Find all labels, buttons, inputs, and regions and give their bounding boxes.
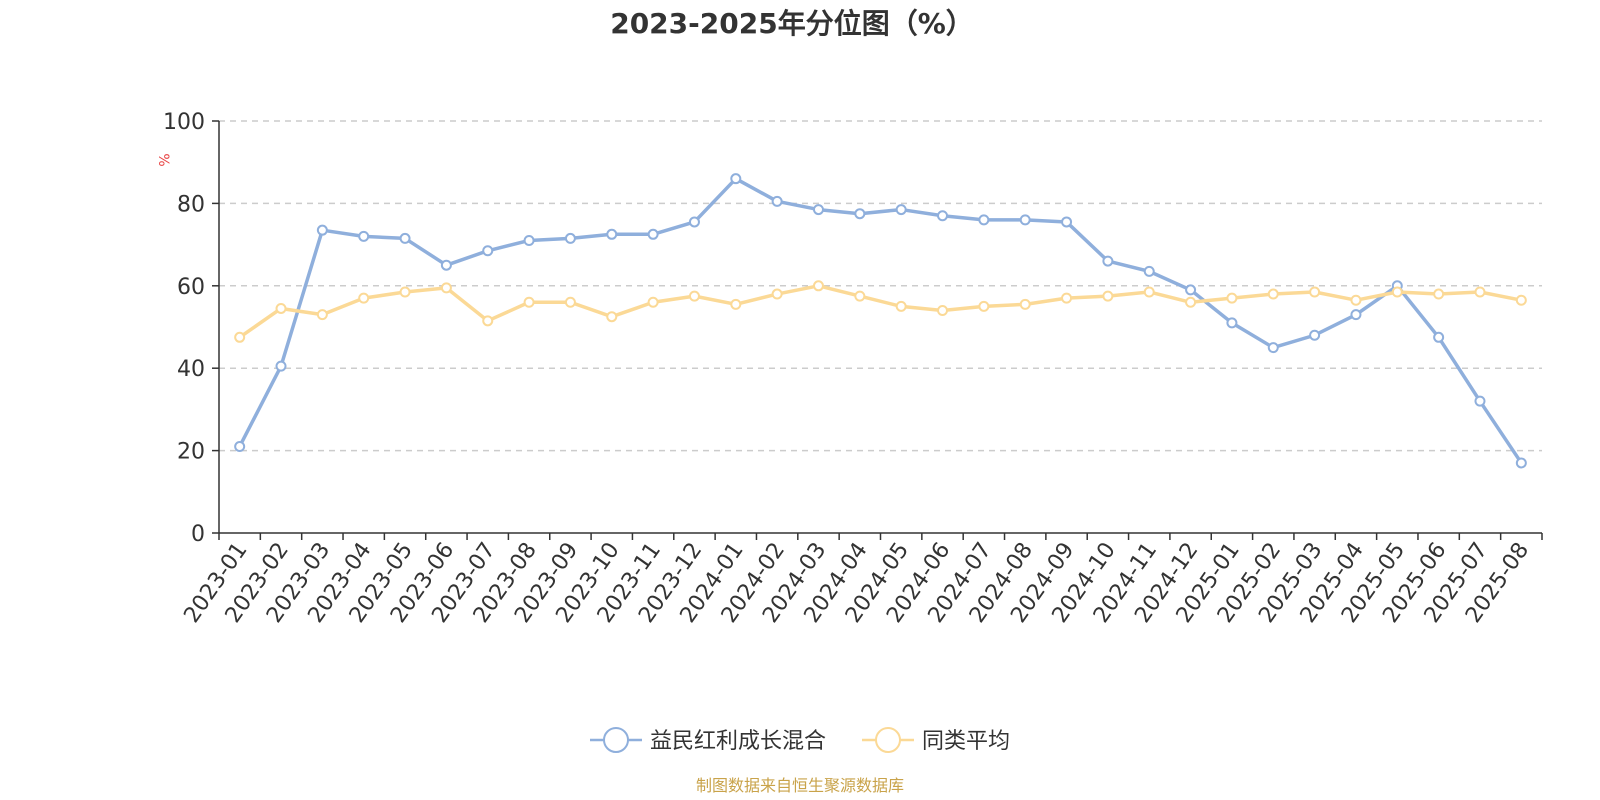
series-1-point[interactable] [564, 232, 576, 244]
series-2-point[interactable] [564, 296, 576, 308]
series-2-point[interactable] [440, 282, 452, 294]
series-1-point[interactable] [895, 204, 907, 216]
series-1-point[interactable] [1309, 329, 1321, 341]
series-2-point[interactable] [316, 309, 328, 321]
gridlines [219, 120, 1542, 452]
y-tick-label: 80 [177, 192, 205, 217]
source-note: 制图数据来自恒生聚源数据库 [696, 776, 904, 795]
series-2-point[interactable] [1226, 292, 1238, 304]
series-2-point[interactable] [937, 305, 949, 317]
series-1-point[interactable] [854, 208, 866, 220]
series-2-point[interactable] [482, 315, 494, 327]
series-2-point[interactable] [1267, 288, 1279, 300]
series-2-point[interactable] [358, 292, 370, 304]
series-1-point[interactable] [1143, 265, 1155, 277]
series-1-point[interactable] [1515, 457, 1527, 469]
series-2-point[interactable] [1061, 292, 1073, 304]
series-1-point[interactable] [937, 210, 949, 222]
series-2-point[interactable] [688, 290, 700, 302]
series-2-point[interactable] [812, 280, 824, 292]
series-1-point[interactable] [234, 440, 246, 452]
series-1-point[interactable] [1474, 395, 1486, 407]
series-2-point[interactable] [978, 300, 990, 312]
series-1-point[interactable] [1061, 216, 1073, 228]
series-1-point[interactable] [606, 228, 618, 240]
series-2-point[interactable] [1350, 294, 1362, 306]
legend-item-2[interactable]: 同类平均 [862, 727, 1010, 754]
x-tick-labels: 2023-012023-022023-032023-042023-052023-… [179, 538, 1534, 628]
series-2-point[interactable] [399, 286, 411, 298]
series-2-point[interactable] [1433, 288, 1445, 300]
series-2-point[interactable] [1515, 294, 1527, 306]
series-2-point[interactable] [1474, 286, 1486, 298]
legend[interactable]: 益民红利成长混合 同类平均 [590, 727, 1010, 754]
series-1-point[interactable] [688, 216, 700, 228]
series-line-2 [238, 284, 1522, 339]
series-2-point[interactable] [275, 302, 287, 314]
series-1-point[interactable] [771, 195, 783, 207]
series-2-point[interactable] [1143, 286, 1155, 298]
series-1-point[interactable] [1102, 255, 1114, 267]
series-1-point[interactable] [730, 173, 742, 185]
series-1-point[interactable] [978, 214, 990, 226]
y-tick-label: 0 [191, 522, 205, 547]
legend-marker [875, 727, 901, 753]
series-2-point[interactable] [647, 296, 659, 308]
series-1-point[interactable] [1433, 331, 1445, 343]
series-2-point[interactable] [771, 288, 783, 300]
chart-title: 2023-2025年分位图（%） [610, 7, 974, 40]
series-2-point[interactable] [1185, 296, 1197, 308]
y-tick-label: 20 [177, 440, 205, 465]
y-tick-label: 100 [163, 110, 205, 135]
series-2-point[interactable] [234, 331, 246, 343]
series-1-point[interactable] [482, 245, 494, 257]
series-2-point[interactable] [1391, 286, 1403, 298]
series-1-point[interactable] [440, 259, 452, 271]
legend-label: 同类平均 [922, 729, 1010, 754]
y-tick-label: 40 [177, 357, 205, 382]
series-1-point[interactable] [1019, 214, 1031, 226]
series-2-point[interactable] [606, 311, 618, 323]
legend-label: 益民红利成长混合 [650, 729, 826, 754]
series-2-point[interactable] [895, 300, 907, 312]
series-1-point[interactable] [399, 232, 411, 244]
legend-item-1[interactable]: 益民红利成长混合 [590, 727, 826, 754]
series-2-point[interactable] [854, 290, 866, 302]
axes [212, 120, 1543, 540]
series-2-point[interactable] [523, 296, 535, 308]
series-1-point[interactable] [1350, 309, 1362, 321]
series-1-point[interactable] [358, 230, 370, 242]
y-axis-unit-label: % [155, 153, 171, 166]
series-2-point[interactable] [1019, 298, 1031, 310]
series-lines [234, 173, 1527, 469]
series-1-point[interactable] [1267, 342, 1279, 354]
series-1-point[interactable] [1226, 317, 1238, 329]
series-1-point[interactable] [812, 204, 824, 216]
series-1-point[interactable] [523, 234, 535, 246]
y-tick-label: 60 [177, 275, 205, 300]
series-1-point[interactable] [1185, 284, 1197, 296]
series-line-1 [238, 176, 1523, 464]
legend-marker [603, 727, 629, 753]
y-tick-labels: 0 20 40 60 80 100 [163, 110, 205, 547]
series-1-point[interactable] [647, 228, 659, 240]
series-1-point[interactable] [275, 360, 287, 372]
series-2-point[interactable] [1309, 286, 1321, 298]
series-2-point[interactable] [730, 298, 742, 310]
series-2-point[interactable] [1102, 290, 1114, 302]
series-1-point[interactable] [316, 224, 328, 236]
